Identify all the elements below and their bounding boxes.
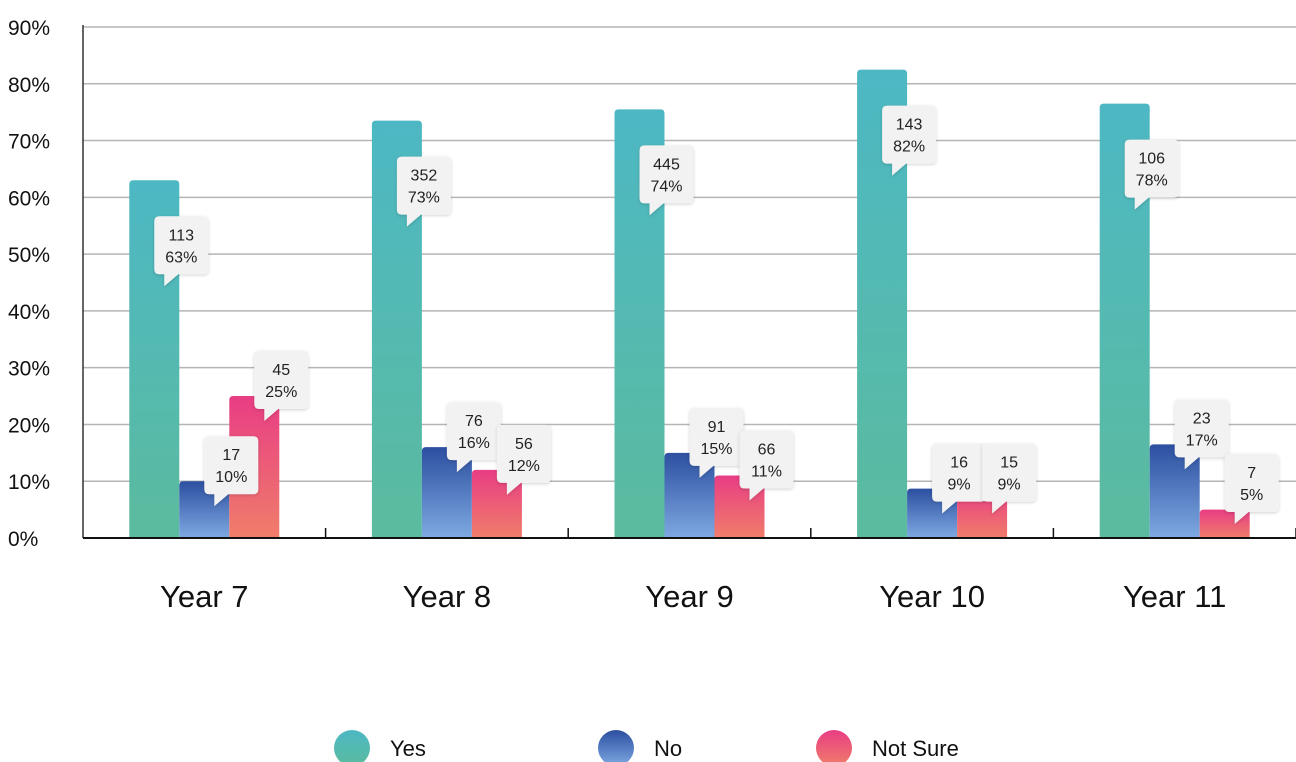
data-label-bubble	[1174, 399, 1229, 470]
data-label-percent: 78%	[1136, 173, 1168, 190]
y-tick-label: 60%	[8, 187, 50, 210]
x-category-label: Year 8	[403, 579, 492, 614]
legend-label-not-sure: Not Sure	[872, 736, 959, 761]
legend: Yes No Not Sure	[334, 730, 959, 762]
legend-label-no: No	[654, 736, 682, 761]
y-tick-label: 40%	[8, 301, 50, 324]
data-label-bubble	[496, 424, 551, 495]
data-label-count: 15	[1000, 455, 1018, 472]
data-label-count: 76	[465, 413, 483, 430]
data-label-not-sure-year-11: 75%	[1224, 454, 1279, 524]
data-label-count: 66	[758, 442, 776, 459]
x-axis: Year 7 Year 8 Year 9 Year 10 Year 11	[83, 528, 1296, 614]
data-label-bubble	[154, 216, 209, 287]
bar-yes-year-8	[371, 120, 422, 538]
data-label-bubble	[254, 351, 309, 422]
data-label-bubble	[689, 407, 744, 478]
data-label-count: 91	[708, 419, 726, 436]
x-category-label: Year 9	[645, 579, 734, 614]
data-label-percent: 25%	[265, 384, 297, 401]
data-label-percent: 15%	[700, 441, 732, 458]
data-label-percent: 9%	[948, 477, 971, 494]
data-label-percent: 73%	[408, 190, 440, 207]
y-tick-label: 90%	[8, 17, 50, 40]
x-category-label: Year 10	[879, 579, 985, 614]
data-label-count: 45	[272, 362, 290, 379]
legend-item-no: No	[598, 730, 682, 762]
data-label-percent: 12%	[508, 458, 540, 475]
data-label-percent: 63%	[165, 249, 197, 266]
data-label-percent: 11%	[751, 464, 782, 481]
data-label-count: 106	[1138, 151, 1165, 168]
data-label-percent: 10%	[215, 469, 247, 486]
data-label-percent: 17%	[1186, 432, 1218, 449]
data-label-count: 16	[950, 455, 968, 472]
legend-item-yes: Yes	[334, 730, 426, 762]
data-label-bubble	[1124, 139, 1179, 210]
data-label-count: 56	[515, 436, 533, 453]
data-label-bubble	[446, 402, 501, 473]
y-tick-label: 30%	[8, 358, 50, 381]
data-label-count: 445	[653, 156, 680, 173]
y-tick-label: 80%	[8, 74, 50, 97]
data-label-bubble	[1224, 454, 1279, 524]
data-label-no-year-10: 169%	[932, 443, 987, 514]
data-label-count: 143	[896, 117, 923, 134]
data-label-percent: 16%	[458, 435, 490, 452]
y-tick-label: 20%	[8, 414, 50, 437]
y-tick-label: 70%	[8, 131, 50, 154]
data-label-percent: 82%	[893, 139, 925, 156]
data-label-bubble	[639, 145, 694, 216]
data-label-bubble	[882, 105, 937, 176]
data-label-count: 7	[1247, 465, 1256, 482]
x-category-label: Year 11	[1123, 579, 1226, 614]
data-label-count: 17	[222, 447, 240, 464]
x-category-label: Year 7	[160, 579, 249, 614]
legend-swatch-not-sure	[816, 730, 852, 762]
y-tick-label: 50%	[8, 244, 50, 267]
y-tick-label: 0%	[8, 528, 38, 551]
data-label-percent: 74%	[650, 178, 682, 195]
data-label-bubble	[932, 443, 987, 514]
data-label-bubble	[982, 443, 1037, 514]
legend-swatch-yes	[334, 730, 370, 762]
data-label-count: 23	[1193, 410, 1211, 427]
data-label-not-sure-year-10: 159%	[982, 443, 1037, 514]
legend-swatch-no	[598, 730, 634, 762]
data-label-bubble	[739, 430, 794, 501]
data-label-bubble	[204, 436, 259, 507]
bar-yes-year-11	[1099, 103, 1150, 539]
data-label-count: 113	[169, 227, 195, 244]
legend-label-yes: Yes	[390, 736, 426, 761]
data-label-bubble	[396, 156, 451, 227]
data-label-percent: 9%	[998, 477, 1021, 494]
bar-yes-year-10	[857, 69, 908, 538]
y-tick-label: 10%	[8, 471, 50, 494]
bar-yes-year-9	[614, 109, 665, 539]
data-label-count: 352	[411, 168, 438, 185]
legend-item-not-sure: Not Sure	[816, 730, 959, 762]
bar-no-year-11	[1149, 444, 1200, 538]
data-label-percent: 5%	[1240, 487, 1263, 504]
y-axis: 0% 10% 20% 30% 40% 50% 60% 70% 80% 90%	[8, 17, 84, 551]
